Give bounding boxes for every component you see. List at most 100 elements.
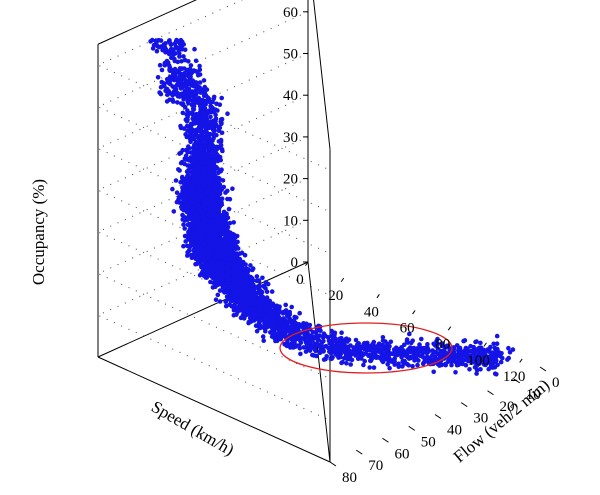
- data-point: [204, 160, 210, 165]
- data-point: [229, 271, 234, 277]
- data-point: [187, 66, 193, 72]
- data-point: [248, 276, 253, 282]
- data-point: [339, 360, 344, 366]
- data-point: [366, 347, 372, 353]
- data-point: [231, 296, 236, 301]
- data-point: [294, 315, 299, 320]
- data-point: [166, 63, 172, 68]
- data-point: [474, 371, 479, 376]
- data-point: [168, 77, 174, 82]
- data-point: [191, 103, 196, 109]
- gridline: [96, 219, 331, 421]
- data-point: [211, 94, 217, 100]
- data-point: [208, 114, 213, 120]
- data-point: [239, 250, 245, 256]
- data-point: [227, 302, 232, 308]
- data-point: [457, 353, 463, 358]
- data-point: [189, 192, 195, 198]
- data-point: [407, 331, 412, 337]
- data-point: [148, 39, 153, 44]
- data-point: [371, 365, 377, 370]
- data-point: [385, 341, 390, 347]
- data-point: [182, 226, 187, 231]
- data-point: [318, 344, 324, 349]
- data-point: [160, 47, 165, 53]
- data-point: [307, 348, 313, 353]
- data-point: [485, 347, 491, 352]
- data-point: [206, 108, 212, 113]
- data-point: [270, 329, 275, 335]
- data-point: [265, 303, 270, 309]
- data-point: [195, 134, 201, 140]
- data-point: [215, 195, 220, 200]
- data-point: [164, 99, 170, 104]
- data-point: [307, 322, 313, 328]
- data-point: [197, 63, 202, 69]
- data-point: [187, 237, 192, 243]
- data-point: [312, 335, 318, 340]
- data-point: [269, 289, 275, 294]
- data-point: [173, 178, 179, 183]
- axis-box: [97, 0, 547, 467]
- data-point: [291, 325, 296, 330]
- data-point: [210, 285, 216, 290]
- data-point: [195, 198, 201, 203]
- data-point: [238, 308, 243, 313]
- data-point: [346, 337, 352, 343]
- data-point: [201, 110, 207, 115]
- data-point: [173, 73, 178, 79]
- data-point: [388, 339, 394, 345]
- data-point: [323, 343, 329, 349]
- data-point: [373, 344, 379, 349]
- data-point: [301, 345, 307, 350]
- data-point: [224, 228, 229, 233]
- data-point: [395, 349, 400, 354]
- data-point: [223, 190, 228, 195]
- data-point: [198, 99, 204, 105]
- data-point: [175, 100, 180, 105]
- data-point: [399, 355, 404, 360]
- data-point: [303, 349, 309, 354]
- data-point: [172, 85, 178, 91]
- data-point: [184, 86, 190, 92]
- data-point: [250, 267, 255, 273]
- data-point: [216, 175, 221, 181]
- data-point: [177, 151, 182, 156]
- x-tick: [412, 310, 416, 315]
- data-point: [233, 292, 238, 298]
- data-point: [297, 322, 302, 328]
- data-point: [219, 121, 224, 127]
- data-point: [344, 350, 350, 355]
- data-point: [184, 123, 190, 129]
- data-point: [498, 359, 504, 365]
- data-point: [206, 148, 212, 154]
- data-point: [475, 346, 481, 352]
- data-point: [387, 365, 392, 371]
- x-tick: [376, 294, 380, 299]
- data-point: [193, 58, 199, 64]
- data-point: [297, 310, 303, 316]
- data-point: [285, 338, 290, 344]
- data-point: [353, 337, 359, 343]
- data-point: [492, 371, 498, 377]
- data-point: [425, 354, 430, 360]
- data-point: [272, 336, 277, 341]
- data-point: [284, 343, 290, 349]
- data-point: [193, 83, 199, 88]
- data-point: [208, 191, 214, 196]
- data-point: [362, 358, 368, 364]
- data-point: [321, 357, 327, 362]
- data-point: [197, 80, 203, 85]
- data-point: [278, 336, 284, 342]
- data-point: [180, 110, 186, 116]
- data-point: [408, 354, 414, 360]
- data-point: [263, 297, 269, 302]
- data-point: [217, 299, 223, 304]
- data-point: [212, 227, 217, 232]
- data-point: [312, 341, 318, 347]
- data-point: [216, 128, 222, 133]
- data-point: [192, 119, 198, 125]
- data-point: [500, 355, 505, 361]
- data-point: [199, 131, 204, 137]
- data-point: [190, 188, 196, 194]
